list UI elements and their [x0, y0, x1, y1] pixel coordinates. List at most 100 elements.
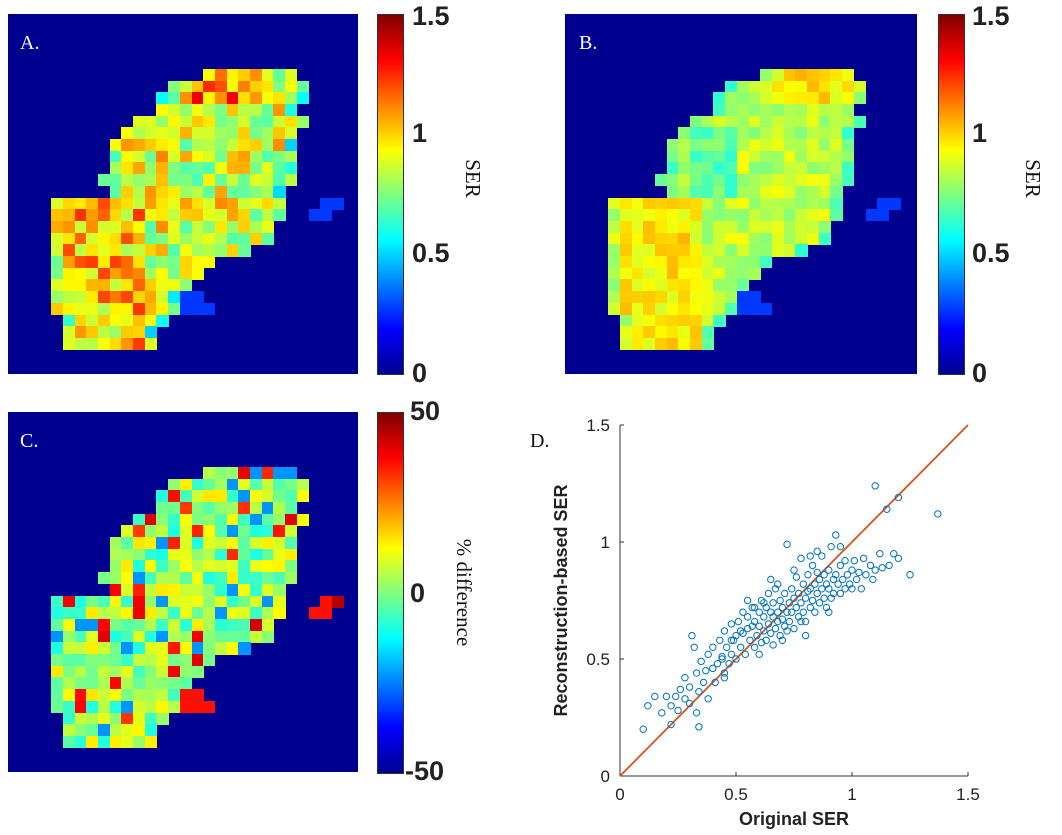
scatter-point — [832, 571, 840, 579]
heatmap-cell — [97, 232, 111, 245]
heatmap-cell — [619, 256, 633, 269]
heatmap-cell — [250, 572, 263, 585]
heatmap-cell — [713, 220, 726, 234]
heatmap-cell — [619, 326, 633, 339]
heatmap-cell — [690, 220, 703, 234]
heatmap-cell — [643, 197, 656, 210]
heatmap-cell — [842, 127, 855, 140]
identity-line — [619, 424, 969, 777]
heatmap-cell — [168, 478, 181, 491]
heatmap-cell — [713, 232, 726, 245]
heatmap-cell — [62, 712, 76, 725]
heatmap-cell — [238, 244, 251, 257]
heatmap-cell — [74, 326, 87, 339]
heatmap-cell — [666, 162, 679, 175]
heatmap-cell — [109, 256, 122, 269]
heatmap-cell — [121, 537, 134, 550]
heatmap-cell — [818, 103, 831, 117]
heatmap-cell — [226, 478, 239, 491]
heatmap-cell — [144, 548, 157, 561]
heatmap-cell — [156, 232, 169, 245]
heatmap-cell — [86, 232, 99, 245]
heatmap-cell — [619, 302, 633, 316]
scatter-point — [753, 631, 761, 640]
heatmap-cell — [643, 220, 656, 234]
y-axis-label: Reconstruction-based SER — [551, 484, 571, 716]
heatmap-cell — [250, 150, 263, 163]
heatmap-cell — [678, 139, 691, 152]
heatmap-cell — [203, 68, 216, 82]
scatter-point — [767, 608, 775, 616]
heatmap-cell — [156, 513, 169, 526]
heatmap-cell — [214, 103, 228, 117]
panel-b-label: B. — [579, 32, 598, 54]
heatmap-cell — [631, 302, 644, 316]
heatmap-cell — [121, 654, 134, 667]
heatmap-cell — [191, 256, 204, 269]
scatter-point — [806, 552, 814, 560]
heatmap-cell — [701, 150, 714, 163]
heatmap-cell — [273, 572, 286, 585]
heatmap-cell — [133, 337, 146, 351]
heatmap-cell — [760, 197, 773, 210]
heatmap-cell — [144, 724, 157, 737]
scatter-point — [778, 615, 787, 623]
heatmap-cell — [62, 302, 76, 316]
heatmap-cell — [285, 537, 298, 550]
heatmap-cell — [133, 689, 146, 702]
heatmap-cell — [666, 256, 679, 269]
heatmap-cell — [250, 607, 263, 620]
panel-b-colorbar-tick: 1.5 — [972, 1, 1010, 31]
heatmap-cell — [168, 244, 181, 257]
heatmap-cell — [296, 478, 310, 491]
heatmap-cell — [654, 244, 668, 257]
heatmap-cell — [250, 197, 263, 210]
scatter-point — [727, 650, 736, 659]
heatmap-cell — [678, 174, 691, 187]
y-tick-label: 0.5 — [586, 650, 610, 669]
heatmap-cell — [771, 174, 785, 187]
heatmap-cell — [713, 279, 726, 292]
scatter-point — [750, 643, 759, 652]
heatmap-cell — [261, 92, 274, 105]
heatmap-cell — [678, 267, 691, 280]
x-tick-label: 0.5 — [724, 785, 748, 804]
heatmap-cell — [226, 642, 239, 655]
heatmap-cell — [238, 478, 251, 491]
scatter-point — [850, 557, 859, 565]
heatmap-cell — [214, 92, 228, 105]
heatmap-cell — [285, 466, 298, 480]
scatter-point — [822, 603, 831, 612]
scatter-point — [750, 603, 759, 612]
heatmap-cell — [273, 537, 286, 550]
scatter-point — [755, 650, 763, 659]
heatmap-cell — [144, 174, 157, 187]
heatmap-cell — [725, 291, 738, 304]
scatter-point — [711, 678, 719, 687]
heatmap-cell — [250, 560, 263, 573]
heatmap-cell — [783, 115, 796, 128]
scatter-point — [762, 636, 770, 644]
heatmap-cell — [736, 162, 750, 175]
scatter-point — [704, 650, 712, 659]
heatmap-cell — [690, 279, 703, 292]
heatmap-cell — [713, 209, 726, 222]
heatmap-cell — [133, 256, 146, 269]
heatmap-cell — [795, 115, 808, 128]
heatmap-cell — [62, 607, 76, 620]
heatmap-cell — [678, 337, 691, 351]
scatter-point — [778, 603, 787, 612]
heatmap-cell — [771, 220, 785, 234]
scatter-point — [702, 667, 710, 675]
scatter-point — [681, 674, 689, 682]
heatmap-cell — [144, 267, 157, 280]
scatter-point — [688, 631, 696, 640]
heatmap-cell — [273, 127, 286, 140]
heatmap-cell — [713, 115, 726, 128]
heatmap-cell — [168, 525, 181, 538]
heatmap-cell — [273, 103, 286, 117]
heatmap-cell — [619, 314, 633, 327]
heatmap-cell — [701, 220, 714, 234]
heatmap-cell — [713, 267, 726, 280]
heatmap-cell — [97, 724, 111, 737]
